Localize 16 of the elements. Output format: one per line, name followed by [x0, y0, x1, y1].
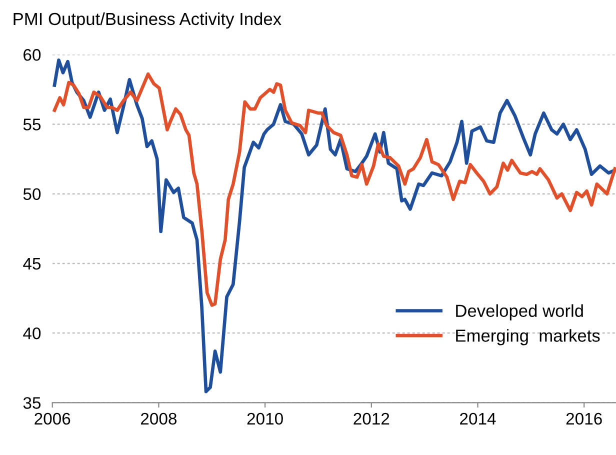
- y-tick-label: 35: [23, 397, 41, 409]
- x-tick-label: 2012: [354, 412, 390, 425]
- x-tick-label: 2014: [460, 412, 496, 425]
- x-tick-label: 2006: [34, 412, 70, 425]
- y-tick-label: 45: [23, 258, 41, 270]
- line-series: [52, 58, 616, 394]
- y-tick-label: 50: [23, 188, 41, 200]
- y-tick-label: 40: [23, 327, 41, 340]
- x-tick-label: 2008: [141, 412, 177, 425]
- legend-label: Developed world: [456, 304, 583, 320]
- x-tick-label: 2016: [566, 412, 602, 425]
- legend-label: Emerging markets: [456, 329, 600, 346]
- chart-title: PMI Output/Business Activity Index: [14, 12, 282, 29]
- x-tick-label: 2010: [247, 412, 283, 425]
- y-tick-label: 60: [24, 49, 41, 61]
- y-tick-label: 55: [23, 118, 41, 130]
